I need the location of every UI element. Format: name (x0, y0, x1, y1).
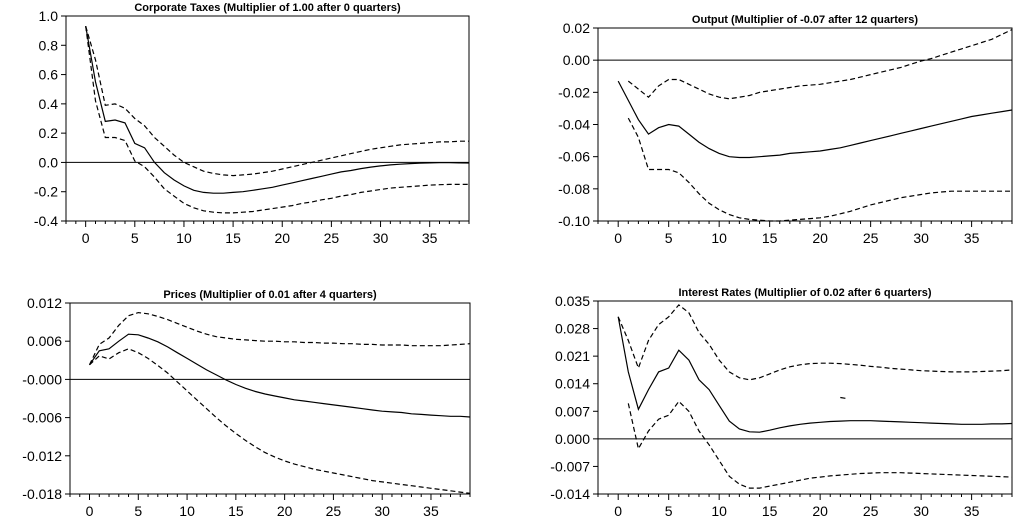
x-tick-label: 20 (812, 503, 828, 519)
confidence-band-line (627, 117, 1012, 222)
panel-corporate-taxes: Corporate Taxes (Multiplier of 1.00 afte… (34, 2, 470, 246)
x-tick-label: 5 (665, 503, 673, 519)
panel-prices: Prices (Multiplier of 0.01 after 4 quart… (22, 289, 471, 519)
y-tick-label: 0.000 (555, 431, 590, 447)
y-tick-label: 0.8 (39, 37, 59, 53)
x-tick-label: 20 (277, 503, 293, 519)
x-tick-label: 15 (762, 230, 778, 246)
y-tick-label: 0.4 (39, 96, 59, 112)
y-tick-label: -0.007 (550, 458, 590, 474)
confidence-band-line (627, 400, 1013, 489)
y-tick-label: 1.0 (39, 8, 59, 24)
y-tick-label: -0.012 (22, 448, 62, 464)
x-tick-label: 0 (614, 230, 622, 246)
y-tick-label: -0.2 (34, 184, 58, 200)
x-tick-label: 30 (373, 230, 389, 246)
x-tick-label: 25 (324, 230, 340, 246)
y-tick-label: -0.08 (558, 181, 590, 197)
x-tick-label: 20 (812, 230, 828, 246)
y-tick-label: -0.4 (34, 213, 58, 229)
y-tick-label: 0.007 (555, 403, 590, 419)
chart-title: Output (Multiplier of -0.07 after 12 qua… (692, 14, 918, 26)
x-tick-label: 35 (964, 503, 980, 519)
response-line (617, 316, 1013, 433)
response-line (85, 26, 470, 194)
y-tick-label: 0.2 (39, 125, 59, 141)
x-tick-label: 0 (614, 503, 622, 519)
confidence-band-line (627, 29, 1013, 100)
y-tick-label: 0.006 (27, 333, 62, 349)
y-tick-label: -0.006 (22, 410, 62, 426)
x-tick-label: 15 (225, 230, 241, 246)
chart-title: Corporate Taxes (Multiplier of 1.00 afte… (134, 2, 401, 14)
x-tick-label: 35 (964, 230, 980, 246)
x-tick-label: 25 (326, 503, 342, 519)
x-tick-label: 15 (228, 503, 244, 519)
x-tick-label: 30 (913, 230, 929, 246)
x-tick-label: 10 (179, 503, 195, 519)
y-tick-label: 0.014 (555, 376, 590, 392)
y-tick-label: -0.10 (558, 213, 590, 229)
panel-interest-rates: Interest Rates (Multiplier of 0.02 after… (550, 287, 1013, 519)
x-tick-label: 10 (176, 230, 192, 246)
y-tick-label: -0.06 (558, 149, 590, 165)
chart-title: Interest Rates (Multiplier of 0.02 after… (678, 287, 931, 299)
y-tick-label: -0.000 (22, 371, 62, 387)
x-tick-label: 5 (134, 503, 142, 519)
y-tick-label: 0.0 (39, 154, 59, 170)
y-tick-label: -0.014 (550, 486, 590, 502)
plot-frame (597, 27, 1013, 222)
x-tick-label: 10 (711, 230, 727, 246)
response-line (840, 396, 846, 399)
confidence-band-line (89, 348, 471, 494)
plot-frame (597, 300, 1013, 495)
x-tick-label: 5 (665, 230, 673, 246)
y-tick-label: 0.02 (563, 20, 590, 36)
y-tick-label: 0.028 (555, 321, 590, 337)
y-tick-label: -0.04 (558, 117, 590, 133)
panel-output: Output (Multiplier of -0.07 after 12 qua… (558, 14, 1013, 246)
x-tick-label: 30 (374, 503, 390, 519)
x-tick-label: 25 (863, 230, 879, 246)
confidence-band-line (85, 26, 469, 214)
x-tick-label: 0 (82, 230, 90, 246)
x-tick-label: 20 (274, 230, 290, 246)
y-tick-label: 0.021 (555, 348, 590, 364)
x-tick-label: 35 (423, 503, 439, 519)
plot-frame (69, 302, 471, 495)
x-tick-label: 35 (422, 230, 438, 246)
x-tick-label: 0 (86, 503, 94, 519)
response-line (89, 333, 471, 418)
y-tick-label: -0.02 (558, 84, 590, 100)
x-tick-label: 10 (711, 503, 727, 519)
x-tick-label: 30 (913, 503, 929, 519)
plot-frame (65, 15, 470, 222)
x-tick-label: 5 (131, 230, 139, 246)
y-tick-label: 0.012 (27, 295, 62, 311)
y-tick-label: 0.035 (555, 293, 590, 309)
x-tick-label: 25 (863, 503, 879, 519)
y-tick-label: 0.6 (39, 67, 59, 83)
confidence-band-line (85, 26, 469, 177)
confidence-band-line (88, 311, 471, 366)
x-tick-label: 15 (762, 503, 778, 519)
chart-title: Prices (Multiplier of 0.01 after 4 quart… (163, 289, 377, 301)
response-line (617, 80, 1013, 159)
y-tick-label: -0.018 (22, 486, 62, 502)
confidence-band-line (617, 304, 1013, 381)
y-tick-label: 0.00 (563, 52, 590, 68)
